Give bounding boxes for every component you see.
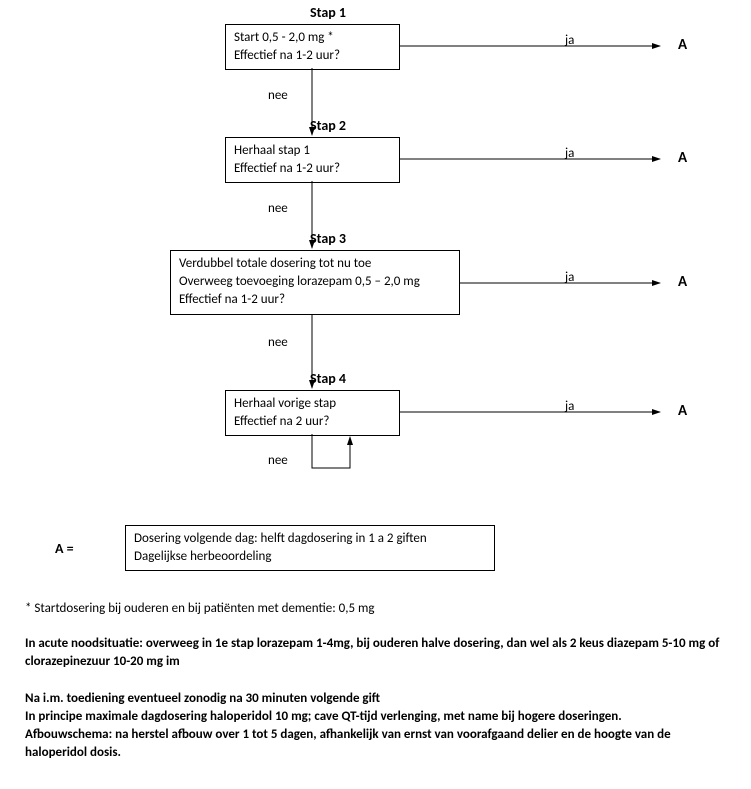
a-definition-box: Dosering volgende dag: helft dagdosering… <box>125 525 495 571</box>
step-2-line2: Effectief na 1-2 uur? <box>234 160 391 178</box>
step-3-no: nee <box>268 335 288 350</box>
step-1-yes: ja <box>565 33 574 48</box>
step-3-yes: ja <box>565 270 574 285</box>
step-3-box: Verdubbel totale dosering tot nu toe Ove… <box>170 250 460 315</box>
step-1-no: nee <box>268 88 288 103</box>
step-1-target: A <box>678 36 687 54</box>
step-3-title: Stap 3 <box>310 230 346 247</box>
footnote-taper: Afbouwschema: na herstel afbouw over 1 t… <box>25 726 725 762</box>
step-2-target: A <box>678 149 687 167</box>
footnote-acute: In acute noodsituatie: overweeg in 1e st… <box>25 635 725 671</box>
step-4-no: nee <box>268 453 288 468</box>
step-1-line2: Effectief na 1-2 uur? <box>234 47 391 65</box>
a-equals-label: A = <box>55 540 74 557</box>
footnote-im: Na i.m. toediening eventueel zonodig na … <box>25 690 380 708</box>
step-3-line3: Effectief na 1-2 uur? <box>179 291 451 309</box>
step-4-line1: Herhaal vorige stap <box>234 395 391 413</box>
a-box-line1: Dosering volgende dag: helft dagdosering… <box>134 530 486 548</box>
step-3-line1: Verdubbel totale dosering tot nu toe <box>179 255 451 273</box>
step-3-target: A <box>678 273 687 291</box>
step-2-no: nee <box>268 201 288 216</box>
step-1-box: Start 0,5 - 2,0 mg * Effectief na 1-2 uu… <box>225 24 400 70</box>
flowchart-canvas: Stap 1 Start 0,5 - 2,0 mg * Effectief na… <box>0 0 751 789</box>
step-2-line1: Herhaal stap 1 <box>234 142 391 160</box>
step-2-title: Stap 2 <box>310 117 346 134</box>
step-4-target: A <box>678 402 687 420</box>
step-2-box: Herhaal stap 1 Effectief na 1-2 uur? <box>225 137 400 183</box>
step-4-box: Herhaal vorige stap Effectief na 2 uur? <box>225 390 400 436</box>
step-4-yes: ja <box>565 399 574 414</box>
step-3-line2: Overweeg toevoeging lorazepam 0,5 – 2,0 … <box>179 273 451 291</box>
footnote-start-dose: * Startdosering bij ouderen en bij patië… <box>25 600 374 618</box>
a-box-line2: Dagelijkse herbeoordeling <box>134 548 486 566</box>
step-1-title: Stap 1 <box>310 4 346 21</box>
footnote-max-dose: In principe maximale dagdosering haloper… <box>25 708 622 726</box>
step-1-line1: Start 0,5 - 2,0 mg * <box>234 29 391 47</box>
step-4-line2: Effectief na 2 uur? <box>234 413 391 431</box>
step-2-yes: ja <box>565 146 574 161</box>
step-4-title: Stap 4 <box>310 370 346 387</box>
